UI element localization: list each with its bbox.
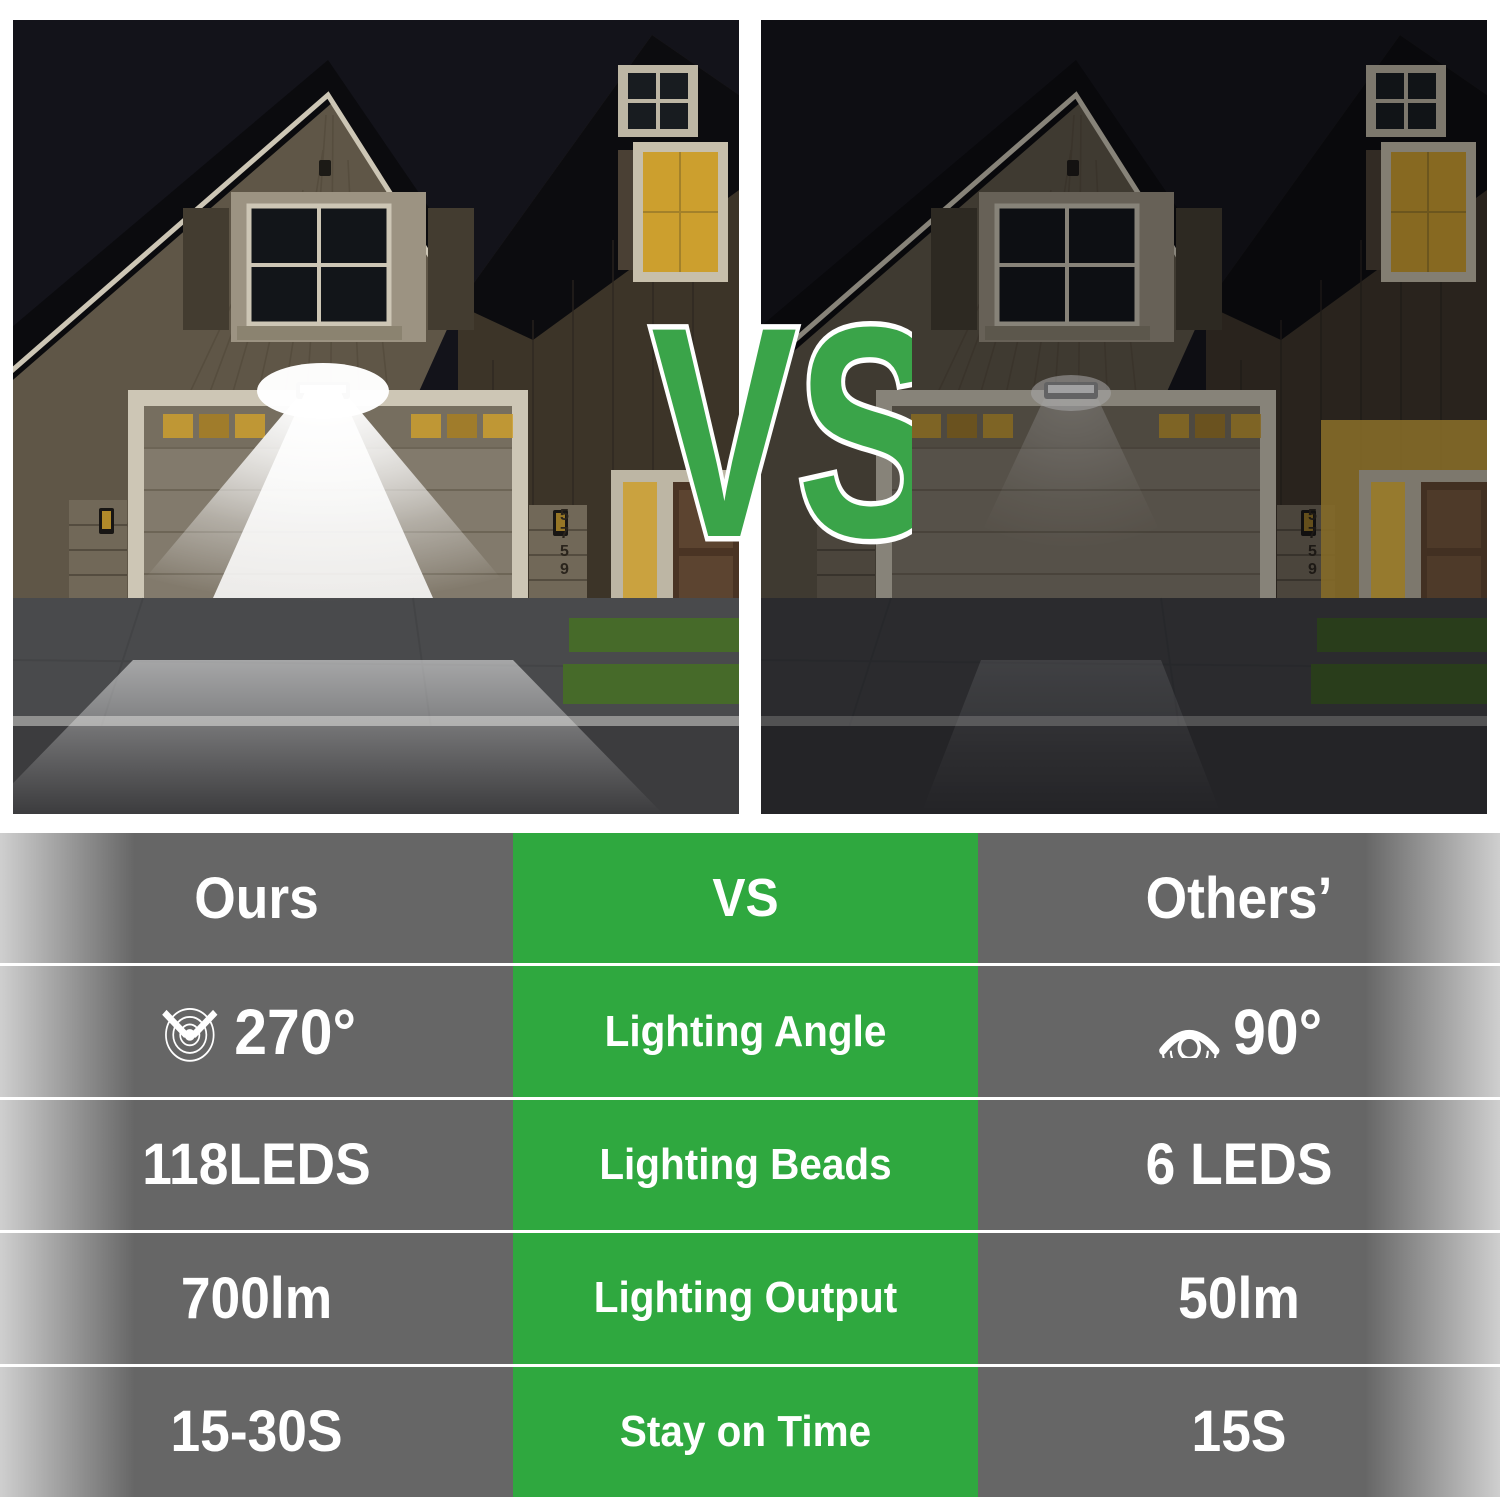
svg-text:5: 5 (560, 507, 569, 524)
svg-text:7: 7 (560, 525, 569, 542)
svg-text:VS: VS (651, 283, 912, 600)
svg-text:5: 5 (560, 543, 569, 560)
svg-text:9: 9 (560, 561, 569, 578)
